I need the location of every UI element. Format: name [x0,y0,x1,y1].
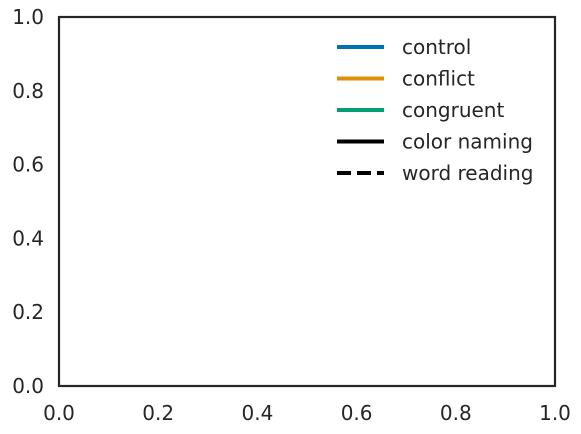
legend-label: congruent [402,98,504,122]
x-tick-label: 1.0 [539,401,571,425]
x-tick-label: 0.2 [142,401,174,425]
y-axis-ticks: 0.0 0.2 0.4 0.6 0.8 1.0 [12,5,44,398]
y-tick-label: 0.4 [12,226,44,250]
legend-label: conflict [402,67,475,91]
legend-label: control [402,35,471,59]
x-tick-label: 0.6 [341,401,373,425]
y-tick-label: 1.0 [12,5,44,29]
y-tick-label: 0.0 [12,374,44,398]
y-tick-label: 0.8 [12,79,44,103]
x-tick-label: 0.4 [241,401,273,425]
plot-area [59,17,555,386]
x-tick-label: 0.0 [43,401,75,425]
legend-label: word reading [402,161,533,185]
legend-label: color naming [402,130,533,154]
x-tick-label: 0.8 [440,401,472,425]
y-tick-label: 0.2 [12,300,44,324]
y-tick-label: 0.6 [12,153,44,177]
x-axis-ticks: 0.0 0.2 0.4 0.6 0.8 1.0 [43,401,571,425]
